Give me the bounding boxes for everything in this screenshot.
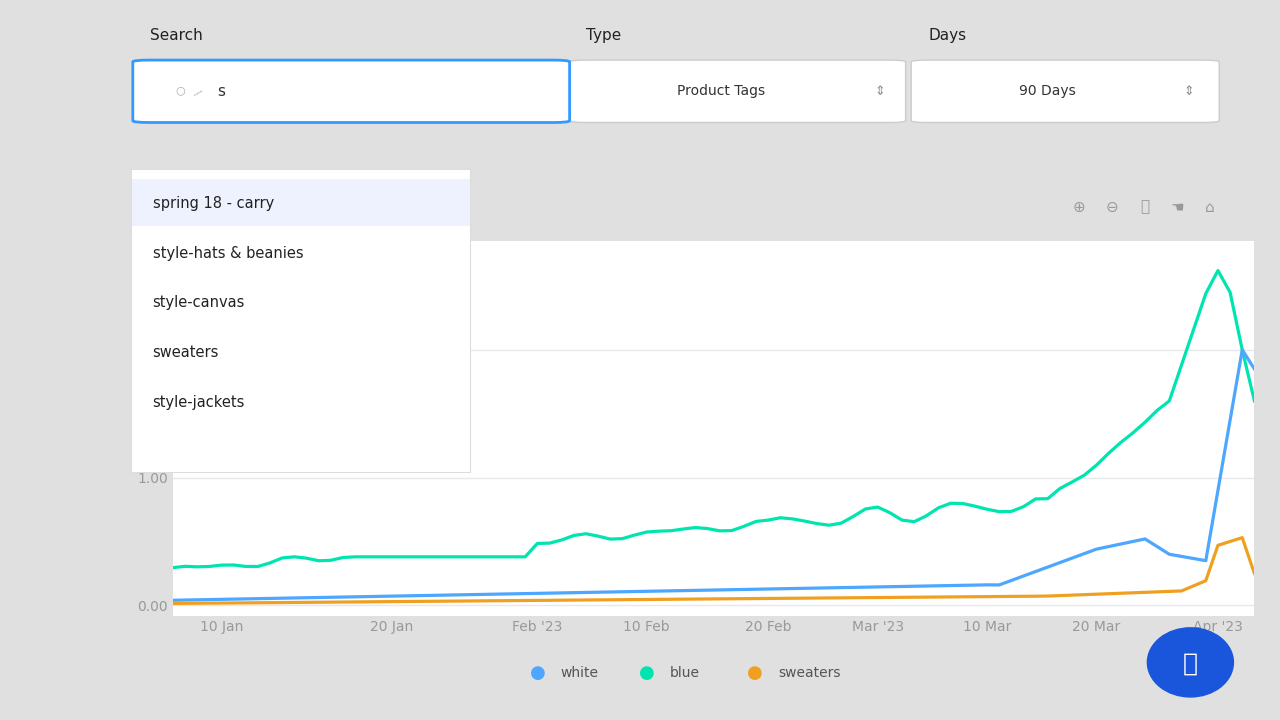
Text: 💬: 💬 — [1183, 652, 1198, 676]
Text: Days: Days — [928, 28, 966, 43]
Text: Type: Type — [586, 28, 622, 43]
Text: sweaters: sweaters — [152, 345, 219, 360]
Text: style-jackets: style-jackets — [152, 395, 244, 410]
Text: ⌕: ⌕ — [1140, 199, 1149, 215]
Text: Product Tags: Product Tags — [677, 84, 765, 99]
Text: ⊕: ⊕ — [1073, 199, 1085, 215]
FancyBboxPatch shape — [570, 60, 906, 122]
Text: 90 Days: 90 Days — [1019, 84, 1076, 99]
Text: ●: ● — [530, 664, 545, 683]
Text: ⊖: ⊖ — [1105, 199, 1117, 215]
Text: s: s — [216, 84, 225, 99]
FancyBboxPatch shape — [911, 60, 1219, 122]
Text: blue: blue — [669, 666, 699, 680]
Text: style-canvas: style-canvas — [152, 295, 244, 310]
FancyBboxPatch shape — [131, 179, 470, 226]
Text: ☚: ☚ — [1170, 199, 1184, 215]
Text: ⌂: ⌂ — [1206, 199, 1215, 215]
Text: ⇕: ⇕ — [1183, 85, 1194, 98]
FancyBboxPatch shape — [133, 60, 570, 122]
Text: Search: Search — [150, 28, 202, 43]
Text: spring 18 - carry: spring 18 - carry — [152, 197, 274, 211]
Circle shape — [1147, 628, 1234, 697]
Text: sweaters: sweaters — [778, 666, 841, 680]
Text: white: white — [561, 666, 599, 680]
Text: ⇕: ⇕ — [874, 85, 884, 98]
Text: ●: ● — [748, 664, 763, 683]
Text: style-hats & beanies: style-hats & beanies — [152, 246, 303, 261]
Text: /: / — [192, 89, 201, 99]
Text: ●: ● — [639, 664, 654, 683]
Text: ○: ○ — [175, 86, 186, 96]
